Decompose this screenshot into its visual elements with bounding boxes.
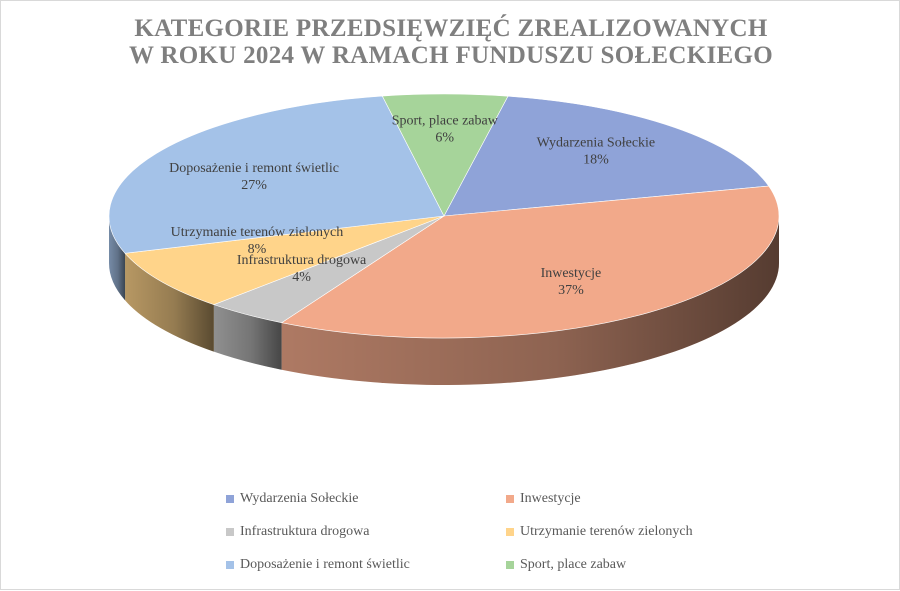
legend-swatch-doposazenie-swietlic [226,561,234,569]
slice-side-shade-infrastruktura-drogowa [213,304,282,370]
legend-swatch-infrastruktura-drogowa [226,528,234,536]
data-label-name-infrastruktura-drogowa: Infrastruktura drogowa [237,253,367,268]
data-label-percent-inwestycje: 37% [558,283,584,298]
slice-utrzymanie-terenow-zielonych [124,215,445,305]
chart-legend: Wydarzenia Sołeckie Inwestycje Infrastrukt… [1,485,900,585]
data-label-name-utrzymanie-terenow-zielonych: Utrzymanie terenów zielonych [171,225,344,240]
legend-item-wydarzenia-soleckie: Wydarzenia Sołeckie [226,488,359,510]
slice-sport-place-zabaw [381,93,509,217]
data-label-percent-utrzymanie-terenow-zielonych: 8% [248,242,267,257]
slice-inwestycje [280,185,780,339]
slice-doposazenie-swietlic [108,95,445,254]
slice-side-shade-utrzymanie-terenow-zielonych [125,253,214,352]
slice-side-shade-inwestycje [281,216,779,385]
legend-swatch-wydarzenia-soleckie [226,495,234,503]
chart-title-line-1: KATEGORIE PRZEDSIĘWZIĘĆ ZREALIZOWANYCH [134,15,768,42]
legend-item-sport-place-zabaw: Sport, place zabaw [506,554,626,576]
chart-title-line-2: W ROKU 2024 W RAMACH FUNDUSZU SOŁECKIEGO [128,42,774,69]
slice-wydarzenia-soleckie [443,95,770,217]
legend-item-inwestycje: Inwestycje [506,488,581,510]
data-label-percent-sport-place-zabaw: 6% [435,130,454,145]
data-label-name-inwestycje: Inwestycje [541,266,602,281]
data-label-name-doposazenie-swietlic: Doposażenie i remont świetlic [169,161,339,176]
legend-item-doposazenie-swietlic: Doposażenie i remont świetlic [226,554,410,576]
legend-label-utrzymanie-terenow-zielonych: Utrzymanie terenów zielonych [520,524,693,539]
legend-item-infrastruktura-drogowa: Infrastruktura drogowa [226,521,369,543]
legend-label-inwestycje: Inwestycje [520,491,581,506]
data-label-name-sport-place-zabaw: Sport, place zabaw [392,113,499,128]
legend-label-infrastruktura-drogowa: Infrastruktura drogowa [240,524,370,539]
data-label-percent-infrastruktura-drogowa: 4% [292,270,311,285]
legend-label-wydarzenia-soleckie: Wydarzenia Sołeckie [240,491,359,506]
legend-swatch-inwestycje [506,495,514,503]
legend-item-utrzymanie-terenow-zielonych: Utrzymanie terenów zielonych [506,521,693,543]
chart-title: KATEGORIE PRZEDSIĘWZIĘĆ ZREALIZOWANYCH W… [1,15,900,69]
legend-label-doposazenie-swietlic: Doposażenie i remont świetlic [240,557,410,572]
data-label-percent-wydarzenia-soleckie: 18% [583,152,609,167]
data-label-percent-doposazenie-swietlic: 27% [241,178,267,193]
legend-swatch-utrzymanie-terenow-zielonych [506,528,514,536]
legend-swatch-sport-place-zabaw [506,561,514,569]
slice-side-shade-doposazenie-swietlic [109,216,126,301]
legend-label-sport-place-zabaw: Sport, place zabaw [520,557,627,572]
data-label-name-wydarzenia-soleckie: Wydarzenia Sołeckie [537,135,656,150]
